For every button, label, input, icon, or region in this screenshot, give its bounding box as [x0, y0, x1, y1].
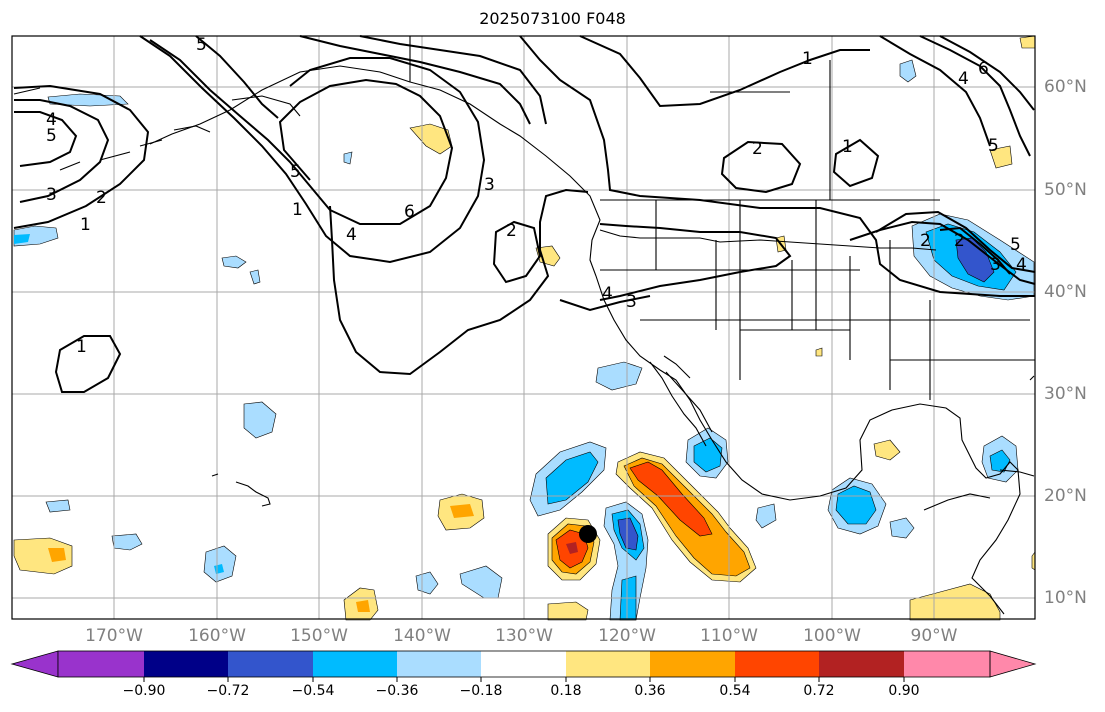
contour-label: 5 [988, 136, 999, 156]
contour-label: 5 [196, 35, 207, 55]
colorbar-segment [144, 651, 228, 677]
contour-label: 2 [96, 188, 107, 208]
colorbar-segment [904, 651, 990, 677]
contour-label: 2 [954, 231, 965, 251]
figure-title: 2025073100 F048 [479, 9, 626, 28]
contour-label: 4 [1016, 255, 1027, 275]
colorbar-tick-label: 0.18 [550, 683, 582, 699]
colorbar-tick-label: −0.18 [459, 683, 503, 699]
colorbar-tick-label: 0.36 [634, 683, 666, 699]
colorbar-tick-label: 0.72 [803, 683, 835, 699]
lon-tick-label: 110°W [700, 626, 758, 646]
lon-tick-label: 130°W [495, 626, 553, 646]
contour-label: 2 [506, 221, 517, 241]
coastlines-borders [13, 36, 1035, 615]
contour-label: 1 [76, 337, 87, 357]
contour-labels: 4 5 3 2 1 5 1 4 6 3 5 2 1 2 3 4 1 2 1 6 … [46, 35, 1027, 357]
contour-label: 2 [752, 139, 763, 159]
lat-tick-label: 30°N [1044, 384, 1087, 404]
colorbar-tick-label: −0.54 [291, 683, 335, 699]
colorbar-tick-label: −0.36 [375, 683, 419, 699]
lat-tick-label: 50°N [1044, 180, 1087, 200]
contour-label: 6 [978, 59, 989, 79]
map-panel: 4 5 3 2 1 5 1 4 6 3 5 2 1 2 3 4 1 2 1 6 … [11, 35, 1036, 621]
contour-label: 5 [46, 126, 57, 146]
contour-label: 1 [842, 137, 853, 157]
lon-tick-label: 120°W [598, 626, 656, 646]
storm-center-marker [579, 525, 597, 543]
colorbar-segment [313, 651, 397, 677]
contour-label: 5 [290, 162, 301, 182]
contour-label: 6 [404, 202, 415, 222]
colorbar-tick-label: −0.72 [206, 683, 250, 699]
contour-label: 4 [346, 225, 357, 245]
colorbar-segment [566, 651, 650, 677]
graticule [12, 36, 1035, 619]
lat-tick-label: 20°N [1044, 486, 1087, 506]
contour-label: 1 [292, 200, 303, 220]
colorbar-tick-label: −0.90 [122, 683, 166, 699]
contour-label: 3 [484, 175, 495, 195]
colorbar-extend-low [10, 650, 59, 678]
contour-label: 5 [1010, 235, 1021, 255]
lon-tick-label: 100°W [803, 626, 861, 646]
colorbar-segment [397, 651, 481, 677]
contour-label: 1 [802, 49, 813, 69]
lat-tick-label: 40°N [1044, 282, 1087, 302]
colorbar-segment [650, 651, 735, 677]
lon-tick-label: 140°W [393, 626, 451, 646]
contour-label: 4 [958, 69, 969, 89]
contour-label: 4 [46, 110, 57, 130]
colorbar-extend-high [989, 650, 1037, 678]
colorbar-segment [819, 651, 904, 677]
lon-tick-label: 90°W [910, 626, 958, 646]
colorbar-segment [58, 651, 144, 677]
colorbar [10, 650, 1037, 682]
lon-tick-label: 150°W [290, 626, 348, 646]
lat-tick-label: 60°N [1044, 77, 1087, 97]
colorbar-tick-label: 0.54 [719, 683, 751, 699]
contour-label: 4 [602, 284, 613, 304]
contour-label: 2 [920, 231, 931, 251]
colorbar-segment [481, 651, 566, 677]
contour-label: 3 [46, 185, 57, 205]
lon-tick-label: 160°W [188, 626, 246, 646]
lat-tick-label: 10°N [1044, 588, 1087, 608]
colorbar-segment [735, 651, 819, 677]
contour-lines [13, 35, 1036, 393]
contour-label: 3 [990, 255, 1001, 275]
colorbar-segment [228, 651, 313, 677]
colorbar-tick-label: 0.90 [888, 683, 920, 699]
contour-label: 3 [626, 292, 637, 312]
lon-tick-label: 170°W [85, 626, 143, 646]
shaded-anomalies [13, 35, 1036, 621]
contour-label: 1 [80, 215, 91, 235]
